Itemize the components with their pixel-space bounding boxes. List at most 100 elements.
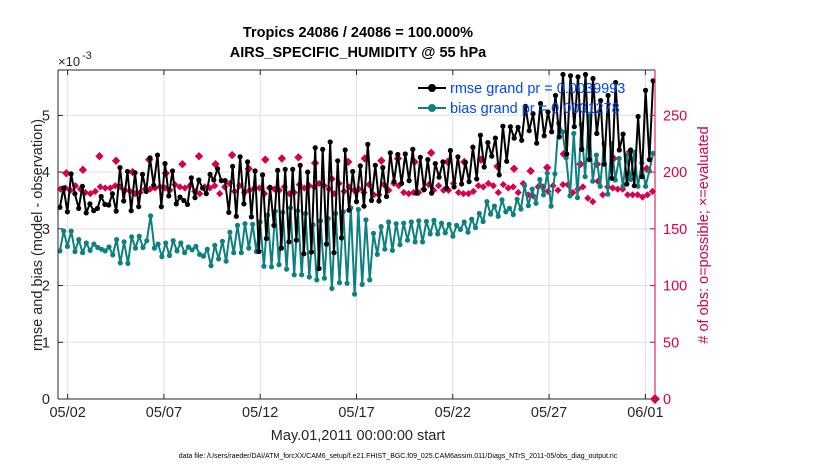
rmse-point: [571, 124, 577, 130]
rmse-point: [94, 205, 100, 211]
obs-evaluated-point: [609, 184, 617, 192]
bias-point: [537, 176, 543, 183]
bias-point: [540, 192, 547, 198]
obs-evaluated-point: [96, 183, 104, 191]
rmse-point: [492, 135, 498, 141]
zero-count-marker: [650, 394, 660, 404]
bias-point: [472, 225, 479, 231]
bias-point: [412, 239, 418, 245]
rmse-point: [271, 222, 277, 228]
rmse-point: [526, 128, 532, 134]
bias-point: [321, 275, 327, 281]
bias-point: [378, 224, 384, 230]
bias-point: [193, 243, 199, 249]
rmse-point: [447, 147, 453, 154]
rmse-point: [305, 169, 311, 175]
rmse-point: [128, 208, 134, 214]
rmse-point: [383, 193, 390, 200]
rmse-point: [263, 235, 269, 242]
bias-point: [174, 248, 180, 254]
rmse-point: [451, 184, 457, 190]
bias-point: [454, 222, 460, 228]
obs-possible-point: [509, 164, 519, 173]
rmse-point: [643, 87, 649, 93]
rmse-point: [331, 250, 337, 256]
rmse-point: [350, 168, 356, 175]
rmse-point: [57, 204, 63, 210]
bias-point: [208, 263, 214, 269]
y-right-tick-label: 250: [663, 108, 687, 124]
rmse-point: [459, 181, 465, 187]
obs-evaluated-point: [614, 185, 622, 193]
bias-point: [291, 272, 297, 278]
obs-evaluated-point: [484, 179, 492, 188]
rmse-point: [64, 209, 70, 215]
y-axis-label: rmse and bias (model - observation): [30, 119, 46, 351]
bias-point: [121, 239, 127, 245]
obs-possible-point: [95, 152, 104, 161]
footer-data-file: data file: /Users/raeder/DAI/ATM_forcXX/…: [179, 453, 618, 460]
rmse-point: [485, 140, 491, 146]
rmse-point: [380, 165, 386, 171]
bias-point: [499, 197, 505, 203]
rmse-point: [650, 78, 656, 84]
rmse-point: [241, 201, 247, 207]
y-tick-label: 1: [42, 335, 50, 351]
bias-point: [238, 250, 244, 256]
rmse-point: [440, 159, 446, 165]
rmse-point: [226, 209, 232, 215]
rmse-point: [399, 180, 405, 186]
rmse-point: [444, 185, 450, 191]
rmse-point: [590, 75, 596, 82]
rmse-point: [245, 159, 251, 165]
obs-evaluated-point: [101, 184, 109, 192]
obs-possible-point: [426, 148, 436, 158]
bias-point: [261, 263, 267, 269]
obs-evaluated-point: [648, 187, 657, 195]
rmse-point: [87, 201, 93, 207]
rmse-point: [635, 113, 641, 120]
bias-point: [223, 258, 229, 264]
bias-point: [212, 242, 218, 248]
rmse-point: [158, 204, 164, 210]
bias-point: [416, 218, 422, 224]
rmse-point: [166, 193, 172, 199]
rmse-point: [598, 98, 604, 104]
rmse-point: [290, 166, 296, 172]
rmse-point: [609, 175, 615, 181]
exponent-base: ×10: [58, 54, 80, 69]
bias-point: [590, 178, 596, 184]
obs-evaluated-point: [444, 186, 453, 194]
rmse-point: [207, 171, 213, 177]
bias-point: [250, 221, 256, 227]
bias-point: [234, 222, 241, 228]
obs-evaluated-point: [181, 184, 189, 192]
rmse-point: [556, 134, 562, 140]
rmse-point: [278, 245, 284, 251]
rmse-point: [432, 161, 438, 167]
rmse-point: [414, 190, 420, 196]
rmse-point: [601, 161, 607, 167]
bias-point: [450, 233, 456, 239]
bias-point: [363, 217, 369, 223]
y-right-tick-label: 50: [663, 335, 679, 351]
bias-point: [374, 251, 380, 257]
obs-evaluated-point: [410, 188, 418, 197]
obs-evaluated-point: [599, 191, 607, 199]
bias-point: [185, 244, 191, 250]
rmse-point: [372, 162, 378, 168]
rmse-point: [98, 193, 104, 200]
rmse-point: [169, 168, 176, 174]
rmse-point: [335, 158, 341, 164]
rmse-point: [151, 182, 157, 188]
obs-evaluated-point: [216, 190, 224, 198]
rmse-point: [200, 185, 206, 191]
y-tick-label: 3: [42, 222, 50, 238]
y-right-tick-label: 100: [663, 279, 687, 295]
rmse-point: [504, 158, 510, 164]
rmse-point: [203, 191, 209, 197]
rmse-point: [293, 237, 299, 243]
rmse-point: [507, 124, 513, 130]
obs-possible-point: [178, 159, 187, 169]
